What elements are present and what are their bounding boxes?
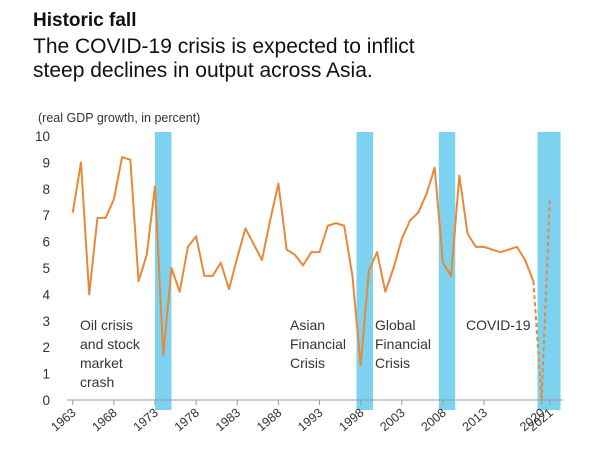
y-tick-label: 5 bbox=[42, 261, 50, 276]
annotation: Asian bbox=[290, 317, 325, 333]
x-tick-label: 1978 bbox=[172, 406, 202, 435]
annotation: Financial bbox=[375, 336, 431, 352]
y-tick-label: 0 bbox=[42, 393, 50, 408]
x-tick-label: 1993 bbox=[295, 406, 325, 435]
annotation: Oil crisis bbox=[80, 317, 133, 333]
x-tick-label: 1968 bbox=[90, 406, 120, 435]
annotation: market bbox=[80, 355, 123, 371]
y-tick-label: 9 bbox=[42, 155, 50, 170]
annotation: crash bbox=[80, 374, 114, 390]
annotation: Crisis bbox=[290, 355, 325, 371]
annotation: COVID-19 bbox=[466, 317, 531, 333]
y-tick-label: 3 bbox=[42, 314, 50, 329]
y-tick-label: 10 bbox=[35, 129, 50, 144]
data-line bbox=[532, 199, 551, 401]
data-line bbox=[71, 156, 535, 367]
subtitle-line: The COVID-19 crisis is expected to infli… bbox=[33, 35, 415, 58]
y-tick-label: 8 bbox=[42, 182, 50, 197]
annotation: and stock bbox=[80, 336, 141, 352]
x-tick-label: 1983 bbox=[213, 406, 243, 435]
x-tick-label: 1988 bbox=[254, 406, 284, 435]
shaded-band bbox=[155, 132, 172, 410]
y-tick-label: 1 bbox=[42, 367, 50, 382]
x-tick-label: 2003 bbox=[377, 406, 407, 435]
y-tick-label: 7 bbox=[42, 208, 50, 223]
shaded-band bbox=[356, 132, 373, 410]
annotation: Financial bbox=[290, 336, 346, 352]
subtitle-line: steep declines in output across Asia. bbox=[33, 59, 373, 82]
shaded-band bbox=[537, 132, 561, 410]
y-tick-label: 4 bbox=[42, 287, 50, 302]
y-tick-label: 2 bbox=[42, 340, 50, 355]
annotation: Crisis bbox=[375, 355, 410, 371]
x-tick-label: 2013 bbox=[460, 406, 490, 435]
y-tick-label: 6 bbox=[42, 235, 50, 250]
title: Historic fall bbox=[33, 10, 137, 31]
y-axis-label: (real GDP growth, in percent) bbox=[38, 111, 200, 125]
annotation: Global bbox=[375, 317, 415, 333]
x-tick-label: 1963 bbox=[48, 406, 78, 435]
